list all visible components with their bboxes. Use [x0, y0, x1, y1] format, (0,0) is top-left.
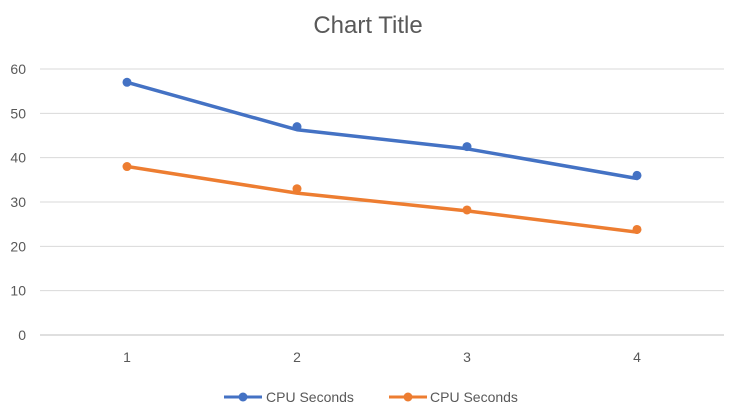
series-line: [125, 80, 639, 181]
y-tick-label: 20: [10, 238, 26, 254]
y-tick-label: 50: [10, 105, 26, 121]
data-point: [462, 142, 472, 152]
y-tick-label: 10: [10, 283, 26, 299]
x-tick-label: 1: [123, 349, 131, 365]
data-point: [122, 162, 132, 172]
legend-marker: [238, 392, 248, 402]
data-point: [292, 184, 302, 194]
series-line: [125, 164, 639, 234]
x-tick-label: 3: [463, 349, 471, 365]
x-tick-label: 4: [633, 349, 641, 365]
data-point: [462, 205, 472, 215]
y-tick-label: 60: [10, 61, 26, 77]
y-tick-label: 40: [10, 150, 26, 166]
x-tick-label: 2: [293, 349, 301, 365]
legend-label: CPU Seconds: [266, 389, 354, 405]
y-tick-label: 0: [18, 327, 26, 343]
legend-label: CPU Seconds: [430, 389, 518, 405]
chart-title: Chart Title: [313, 12, 423, 39]
data-point: [632, 170, 642, 180]
y-tick-label: 30: [10, 194, 26, 210]
data-point: [292, 122, 302, 132]
data-point: [122, 77, 132, 87]
data-point: [632, 224, 642, 234]
legend-marker: [403, 392, 413, 402]
